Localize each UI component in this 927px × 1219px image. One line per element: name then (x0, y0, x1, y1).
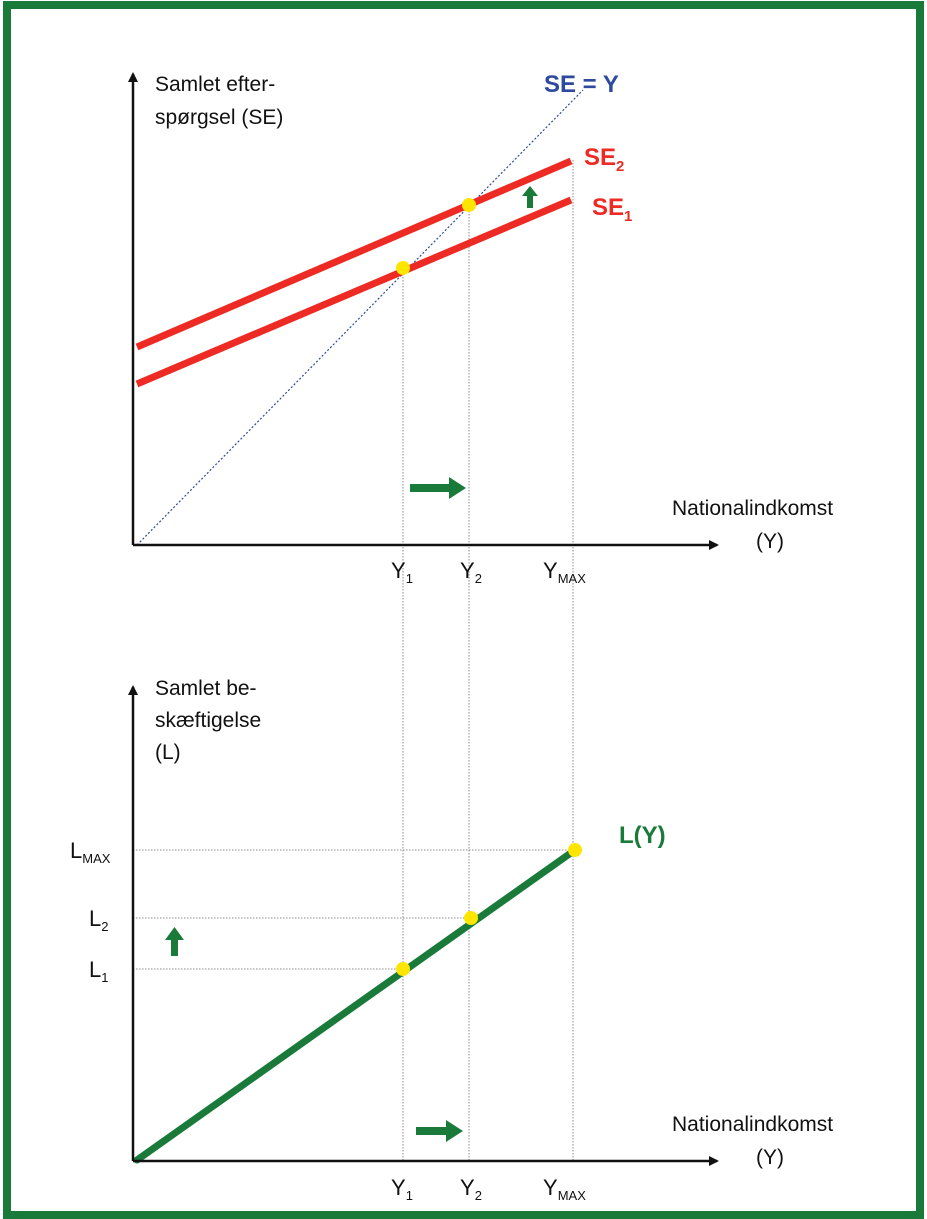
bottom-panel: Samlet be- skæftigelse (L) L(Y) LMAX L2 … (70, 677, 833, 1203)
se1-label: SE1 (592, 194, 632, 225)
se2-label: SE2 (584, 144, 624, 175)
top-y-axis-label-line1: Samlet efter- (155, 73, 275, 96)
employment-point-2 (464, 911, 478, 925)
employment-point-max (568, 843, 582, 857)
top-tick-y1: Y1 (391, 558, 413, 586)
ly-label: L(Y) (619, 822, 666, 849)
top-tick-y2: Y2 (460, 558, 482, 586)
se1-line (135, 196, 573, 388)
bottom-tick-ymax: YMAX (543, 1175, 586, 1203)
se-equals-y-label: SE = Y (544, 71, 619, 98)
equilibrium-point-1 (396, 261, 410, 275)
arrow-up-icon (522, 186, 538, 208)
arrow-right-icon (416, 1120, 463, 1142)
bottom-y-axis-label-line3: (L) (155, 741, 181, 764)
bottom-tick-lmax: LMAX (70, 838, 111, 866)
top-y-axis-label-line2: spørgsel (SE) (155, 106, 283, 129)
bottom-x-axis-label-line1: Nationalindkomst (672, 1113, 833, 1136)
top-panel: Samlet efter- spørgsel (SE) SE = Y SE2 S… (128, 71, 833, 1160)
employment-point-1 (396, 962, 410, 976)
arrow-up-icon (165, 927, 184, 956)
bottom-tick-l1: L1 (89, 957, 108, 985)
bottom-y-axis-label-line1: Samlet be- (155, 677, 257, 700)
diagram-border (3, 1, 924, 1219)
top-x-axis-label-line1: Nationalindkomst (672, 497, 833, 520)
top-x-axis-label-line2: (Y) (756, 530, 784, 553)
bottom-tick-y1: Y1 (391, 1175, 413, 1203)
ly-line (133, 846, 579, 1164)
top-tick-ymax: YMAX (543, 558, 586, 586)
arrow-right-icon (410, 477, 466, 499)
bottom-y-axis-label-line2: skæftigelse (155, 709, 261, 732)
bottom-tick-y2: Y2 (460, 1175, 482, 1203)
equilibrium-point-2 (462, 198, 476, 212)
bottom-x-axis-label-line2: (Y) (756, 1146, 784, 1169)
bottom-tick-l2: L2 (89, 906, 108, 934)
se2-line (135, 157, 573, 351)
